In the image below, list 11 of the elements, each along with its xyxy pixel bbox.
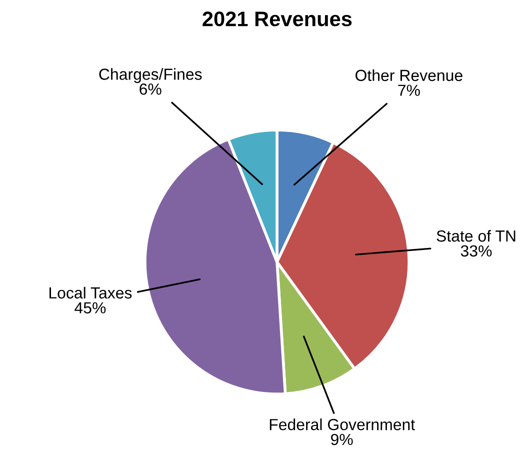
- slice-label: Federal Government: [270, 418, 415, 430]
- data-label: 33%: [460, 245, 492, 257]
- data-label: 7%: [398, 84, 420, 96]
- slice-label: Local Taxes: [49, 286, 132, 299]
- data-label: 45%: [74, 302, 106, 314]
- slice-label: State of TN: [436, 230, 516, 242]
- chart-title: 2021 Revenues: [202, 12, 352, 26]
- slice-label: Charges/Fines: [99, 68, 202, 84]
- data-label: 6%: [140, 83, 162, 95]
- slice-label: Other Revenue: [356, 69, 462, 82]
- data-label: 9%: [331, 434, 353, 446]
